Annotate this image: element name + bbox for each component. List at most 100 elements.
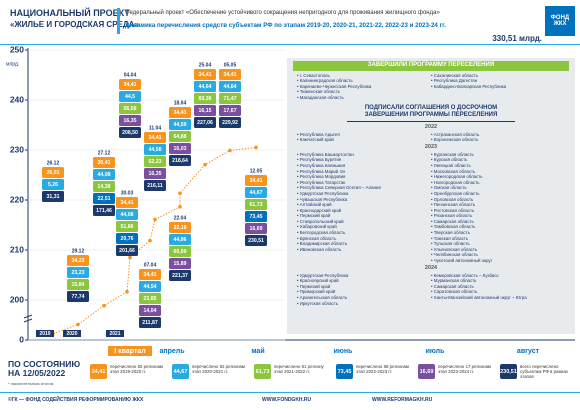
legend-text: перечислено 68 регионам этап 2022-2023 г… — [356, 364, 409, 375]
region: Магаданская область — [297, 95, 431, 101]
region: Кабардино-Балкарская Республика — [431, 84, 565, 90]
segment-label: 230,51 — [248, 238, 264, 244]
region-columns: Республика АдыгеяКамчатский крайАстрахан… — [287, 132, 575, 143]
date-label: 12.05 — [250, 168, 263, 174]
month-label: I квартал — [114, 348, 145, 355]
region: Архангельская область — [297, 295, 431, 301]
total-dot — [178, 205, 182, 209]
segment-label: 34,41 — [250, 178, 263, 184]
region: Тверская область — [431, 230, 565, 236]
region: Саратовская область — [431, 289, 565, 295]
region: г. Севастополь — [297, 73, 431, 79]
year-heading: 2023 — [424, 143, 438, 150]
total-dot — [76, 322, 80, 327]
region-column: Астраханская областьВоронежская область — [431, 132, 565, 143]
segment-label: 44,5 — [125, 94, 135, 100]
date-label: 25.04 — [199, 62, 212, 68]
total-dot — [128, 255, 132, 260]
segment — [119, 79, 141, 90]
region: Мурманская область — [431, 278, 565, 284]
segment — [169, 246, 191, 257]
date-label: 11.04 — [149, 125, 161, 131]
total-dot — [102, 303, 106, 308]
region-column: Сахалинская областьРеспублика ДагестанКа… — [431, 73, 565, 101]
segment — [67, 255, 89, 266]
note: * накопительным итогом — [8, 381, 54, 386]
segment — [219, 93, 241, 104]
segment — [42, 179, 64, 190]
y-tick-label: 210 — [10, 244, 24, 254]
segment-label: 69,36 — [199, 96, 212, 102]
segment — [93, 169, 115, 180]
legend-item: 230,51 всего перечислено субъектам РФ в р… — [500, 364, 580, 386]
total-dot — [178, 191, 182, 195]
segment — [119, 91, 141, 102]
segment-label: 34,22 — [72, 258, 85, 264]
legend-text: всего перечислено субъектам РФ в рамках … — [520, 364, 569, 380]
region: Новгородская область — [431, 180, 565, 186]
segment-label: 62,23 — [149, 159, 162, 165]
region: Хабаровский край — [297, 224, 431, 230]
federal-project: Федеральный проект «Обеспечение устойчив… — [125, 10, 440, 16]
segment — [169, 270, 191, 281]
segment — [144, 156, 166, 167]
segment-label: 17,67 — [224, 108, 237, 114]
region: Калининградская область — [297, 78, 431, 84]
segment-label: 23,23 — [72, 270, 85, 276]
region: Иркутская область — [297, 301, 431, 307]
y-axis-label: млрд. — [6, 61, 19, 67]
region: Белгородская область — [297, 230, 431, 236]
legend-item: 16,69 перечислено 17 регионам этап 2023-2… — [418, 364, 498, 386]
segment — [42, 167, 64, 178]
segment — [119, 115, 141, 126]
region: Курская область — [431, 157, 565, 163]
segment — [194, 81, 216, 92]
region: Рязанская область — [431, 213, 565, 219]
segment-label: 44,08 — [121, 212, 134, 218]
legend-swatch: 61,73 — [254, 364, 271, 379]
y-tick-label: 200 — [10, 294, 24, 304]
segment — [67, 267, 89, 278]
year-marker — [63, 330, 81, 337]
segment-label: 32,19 — [174, 225, 187, 231]
segment — [139, 293, 161, 304]
region: Ростовская область — [431, 208, 565, 214]
legend-item: 73,45 перечислено 68 регионам этап 2022-2… — [336, 364, 416, 386]
region: Республика Северная Осетия – Алания — [297, 185, 431, 191]
segment — [67, 291, 89, 302]
region: Тульская область — [431, 241, 565, 247]
region: Республика Марий Эл — [297, 169, 431, 175]
segment — [42, 191, 64, 202]
segment — [169, 119, 191, 130]
segment — [219, 117, 241, 128]
segment-label: 14,04 — [144, 308, 157, 314]
y-tick-label: 220 — [10, 194, 24, 204]
segment — [116, 233, 138, 244]
total-dot — [228, 148, 232, 153]
date-label: 18.04 — [174, 100, 187, 106]
region-columns: Удмуртская РеспубликаКрасноярский крайПе… — [287, 273, 575, 307]
segment — [169, 234, 191, 245]
region: Курганская область — [431, 152, 565, 158]
segment — [93, 193, 115, 204]
segment-label: 221,37 — [172, 273, 188, 279]
legend-swatch: 44,67 — [172, 364, 189, 379]
segment — [169, 107, 191, 118]
region: Ульяновская область — [431, 247, 565, 253]
region: Красноярский край — [297, 278, 431, 284]
segment — [194, 69, 216, 80]
segment-label: 16,35 — [149, 171, 162, 177]
segment — [169, 222, 191, 233]
site-link[interactable]: WWW.FONDGKH.RU — [262, 397, 312, 403]
segment-label: 44,86 — [174, 237, 187, 243]
year-marker-label: 2019 — [39, 331, 50, 337]
segment-label: 51,86 — [121, 224, 134, 230]
project: НАЦИОНАЛЬНЫЙ ПРОЕКТ — [10, 8, 130, 18]
segment-label: 44,67 — [250, 190, 263, 196]
region: Липецкая область — [431, 163, 565, 169]
site-link[interactable]: WWW.REFORMAGKH.RU — [372, 397, 433, 403]
y-tick-label: 230 — [10, 144, 24, 154]
region-column: Удмуртская РеспубликаКрасноярский крайПе… — [297, 273, 431, 307]
month-label: апрель — [159, 348, 185, 355]
